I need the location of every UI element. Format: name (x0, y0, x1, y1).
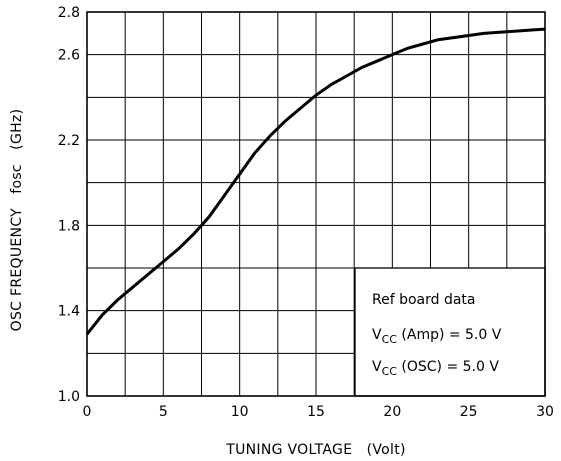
x-tick-label: 0 (83, 404, 92, 420)
annotation-line-2: VCC (Amp) = 5.0 V (372, 327, 502, 346)
x-tick-label: 15 (307, 404, 325, 420)
y-tick-labels: 1.0 1.4 1.8 2.2 2.6 2.8 (58, 5, 80, 405)
x-tick-label: 5 (159, 404, 168, 420)
x-tick-label: 30 (536, 404, 554, 420)
y-tick-label: 1.4 (58, 304, 80, 320)
y-tick-label: 1.8 (58, 218, 80, 234)
x-tick-label: 25 (460, 404, 478, 420)
y-tick-label: 1.0 (58, 389, 80, 405)
annotation-line-1: Ref board data (372, 292, 476, 308)
y-axis-label: OSC FREQUENCY fosc (GHz) (9, 109, 25, 332)
annotation-box (354, 267, 546, 397)
y-tick-label: 2.6 (58, 48, 80, 64)
x-axis-label: TUNING VOLTAGE (Volt) (225, 442, 406, 458)
x-tick-label: 10 (231, 404, 249, 420)
x-tick-label: 20 (383, 404, 401, 420)
y-tick-label: 2.2 (58, 133, 80, 149)
y-tick-label: 2.8 (58, 5, 80, 21)
series-line (85, 27, 546, 336)
annotation-line-3: VCC (OSC) = 5.0 V (372, 359, 499, 378)
x-tick-labels: 0 5 10 15 20 25 30 (83, 404, 554, 420)
plot-frame (86, 11, 546, 397)
